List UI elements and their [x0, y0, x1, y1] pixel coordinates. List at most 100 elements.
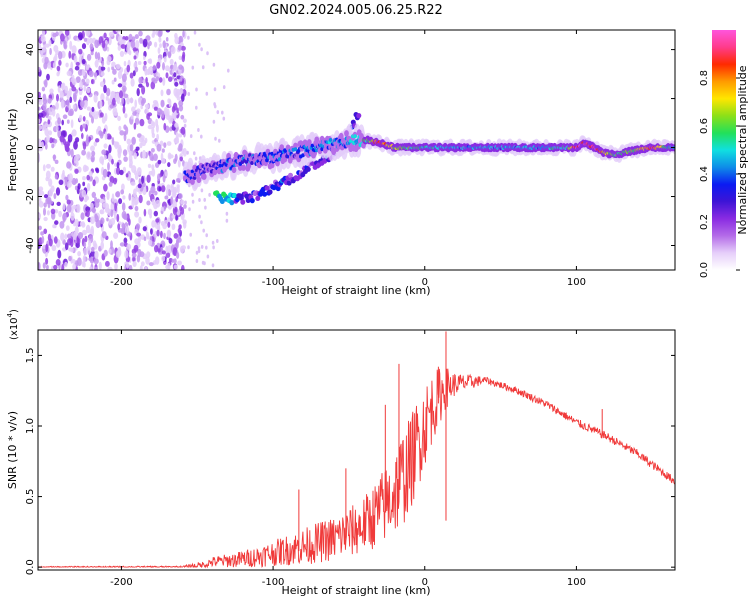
spectrogram-noise-blob	[60, 99, 65, 109]
spectrogram-noise-blob	[132, 70, 136, 77]
spectrogram-noise-blob	[141, 139, 147, 147]
spectrogram-noise-blob	[107, 153, 112, 162]
spectrogram-noise-blob	[116, 213, 120, 223]
spectrogram-noise-blob	[57, 249, 62, 259]
spectrogram-noise-blob	[147, 66, 151, 75]
spectrogram-noise-blob	[138, 194, 143, 204]
spectrogram-faint-speckle	[191, 192, 194, 197]
spectrogram-noise-blob	[83, 241, 87, 248]
spectrogram-noise-blob	[167, 204, 172, 210]
spectrogram-noise-blob	[81, 149, 86, 156]
spectrogram-noise-blob	[136, 113, 140, 119]
spectrogram-noise-blob	[174, 122, 179, 128]
spectrogram-noise-blob	[90, 51, 94, 56]
spectrogram-noise-blob	[113, 232, 119, 239]
spectrogram-noise-blob	[45, 257, 49, 265]
spectrogram-noise-blob	[150, 228, 153, 235]
spectrogram-noise-blob	[92, 179, 96, 187]
snr-y-axis-label: SNR (10 * v/v)	[6, 411, 19, 489]
spectrogram-noise-blob	[90, 155, 95, 163]
spectrogram-noise-blob	[69, 96, 73, 104]
spectrogram-noise-blob	[86, 53, 92, 61]
spectrogram-noise-blob	[82, 229, 87, 236]
spectrogram-faint-speckle	[197, 246, 201, 251]
spectrogram-faint-speckle	[204, 205, 207, 210]
spectrogram-noise-blob	[62, 203, 66, 211]
spectrogram-noise-blob	[168, 238, 173, 244]
spectrogram-noise-blob	[126, 64, 131, 73]
spectrogram-noise-blob	[143, 60, 147, 66]
spectrogram-ridge-edge	[275, 160, 280, 167]
spectrogram-noise-blob	[176, 96, 181, 101]
spectrogram-noise-blob	[119, 242, 125, 247]
spectrogram-ridge-edge	[314, 136, 320, 143]
spectrogram-noise-blob	[86, 151, 92, 160]
spectrogram-noise-blob	[112, 97, 116, 106]
spectrogram-noise-blob	[83, 37, 88, 42]
spectrogram-noise-blob	[90, 225, 95, 235]
spectrogram-noise-blob	[131, 252, 137, 258]
spectrogram-noise-blob	[126, 243, 132, 250]
spectrogram-faint-speckle	[187, 92, 191, 96]
spectrogram-noise-blob	[95, 138, 100, 143]
spectrogram-noise-blob	[161, 255, 166, 262]
spectrogram-noise-blob	[111, 158, 114, 165]
spectrogram-noise-blob	[130, 181, 136, 186]
spectrogram-noise-blob	[134, 117, 140, 125]
snr-frame	[37, 329, 676, 571]
spectrogram-noise-blob	[171, 258, 175, 263]
snr-y-multiplier-close: )	[9, 309, 20, 313]
spectrogram-noise-blob	[54, 159, 59, 164]
spectrogram-noise-blob	[158, 186, 162, 192]
spectrogram-noise-blob	[158, 77, 163, 83]
spectrogram-noise-blob	[155, 218, 160, 223]
spectrogram-faint-speckle	[195, 259, 199, 263]
spectrogram-noise-blob	[162, 62, 165, 71]
spectrogram-noise-blob	[77, 32, 83, 41]
spectrogram-noise-blob	[134, 201, 138, 206]
spectrogram-noise-blob	[64, 176, 68, 186]
spectrogram-noise-blob	[121, 73, 127, 83]
spectrogram-ridge-edge	[196, 176, 202, 184]
spectrogram-noise-blob	[162, 40, 166, 49]
spectrogram-noise-blob	[136, 232, 142, 237]
spectrogram-noise-blob	[93, 94, 98, 103]
spectrogram-noise-blob	[85, 30, 91, 37]
spectrogram-faint-speckle	[195, 87, 198, 92]
spectrogram-noise-blob	[167, 262, 171, 270]
colorbar-tick-label: 0.8	[699, 70, 710, 86]
spectrogram-noise-blob	[86, 246, 91, 251]
spectrogram-noise-blob	[167, 98, 171, 104]
spectrogram-noise-blob	[53, 139, 58, 144]
spectrogram-noise-blob	[146, 200, 151, 206]
spectrogram-noise-blob	[121, 97, 124, 105]
spectrogram-faint-speckle	[206, 254, 210, 259]
spectrogram-noise-blob	[73, 55, 78, 64]
spectrogram-noise-blob	[74, 168, 79, 174]
snr-y-tick-label: 1.5	[25, 347, 36, 363]
spectrogram-noise-blob	[122, 149, 128, 157]
spectrogram-noise-blob	[110, 240, 113, 250]
spectrogram-noise-blob	[68, 173, 73, 182]
spectrogram-branch-blob	[356, 113, 362, 119]
spectrogram-noise-blob	[94, 51, 98, 60]
spectrogram-noise-blob	[75, 178, 78, 184]
spectrogram-noise-blob	[89, 43, 94, 50]
spectrogram-noise-blob	[103, 183, 108, 192]
spectrogram-noise-blob	[72, 204, 77, 210]
spectrogram-noise-blob	[163, 122, 167, 131]
spectrogram-noise-blob	[56, 201, 61, 206]
spectrogram-noise-blob	[111, 193, 115, 203]
spectrogram-noise-blob	[79, 100, 85, 108]
spectrogram-noise-blob	[172, 179, 176, 185]
spectrogram-noise-blob	[161, 148, 165, 153]
spectrogram-noise-blob	[160, 185, 166, 193]
spectrogram-noise-blob	[167, 230, 171, 238]
spectrogram-noise-blob	[111, 79, 115, 85]
spectrogram-noise-blob	[174, 139, 180, 144]
spectrogram-noise-blob	[163, 56, 167, 63]
spectrogram-noise-blob	[84, 197, 88, 203]
spectrogram-noise-blob	[38, 118, 41, 124]
spectrogram-noise-blob	[181, 93, 185, 102]
spectrogram-noise-blob	[143, 236, 147, 241]
